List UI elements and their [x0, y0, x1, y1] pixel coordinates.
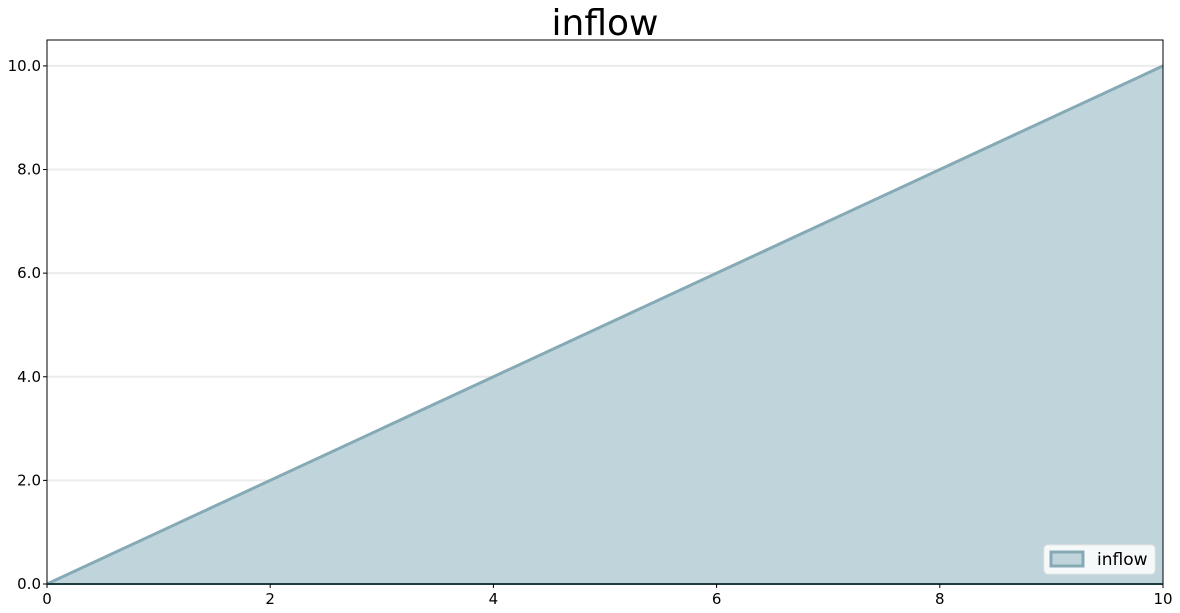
x-tick-label-3: 6 [712, 590, 722, 608]
series-area-0 [47, 65, 1163, 584]
series-line-0 [46, 64, 1164, 586]
y-tick-label-3: 6.0 [17, 264, 41, 282]
y-tick-label-5: 10.0 [8, 57, 41, 75]
y-tick-label-4: 8.0 [17, 161, 41, 179]
y-tick-label-2: 4.0 [17, 368, 41, 386]
series-layer [46, 64, 1164, 586]
x-tick-label-5: 10 [1153, 590, 1172, 608]
legend: inflow [1043, 544, 1156, 575]
legend-swatch-0 [1049, 550, 1085, 568]
tick-layer: 0.0 2.0 4.0 6.0 8.0 10.0 0 2 4 6 8 10 [8, 57, 1173, 608]
x-tick-label-4: 8 [935, 590, 945, 608]
x-tick-label-1: 2 [265, 590, 275, 608]
chart-title: inflow [552, 3, 659, 44]
y-tick-label-0: 0.0 [17, 575, 41, 593]
axes-layer [46, 39, 1164, 585]
y-tick-label-1: 2.0 [17, 471, 41, 489]
legend-label-0: inflow [1097, 550, 1148, 570]
x-tick-label-0: 0 [42, 590, 52, 608]
x-tick-label-2: 4 [489, 590, 499, 608]
